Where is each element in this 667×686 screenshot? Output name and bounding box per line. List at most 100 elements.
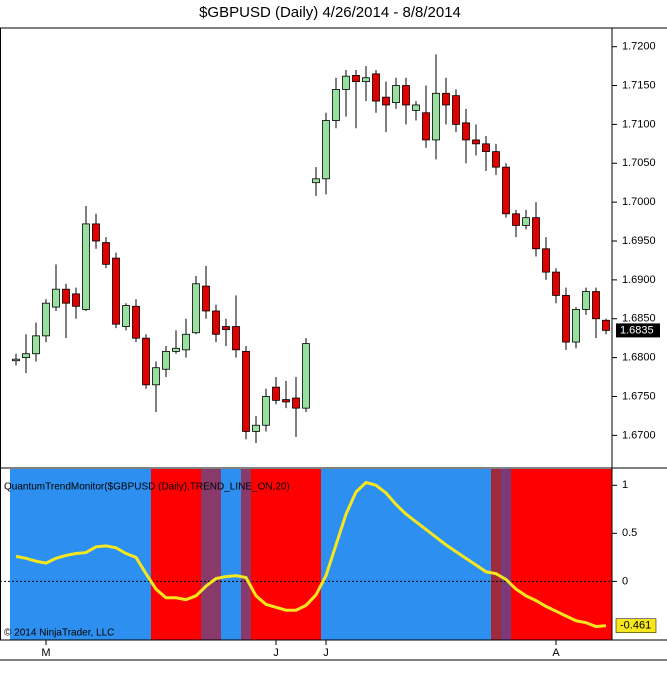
trend-zone xyxy=(161,469,171,640)
candle-body xyxy=(582,291,590,310)
candle-body xyxy=(382,96,390,106)
candle-body xyxy=(172,347,180,352)
trend-zone xyxy=(431,469,441,640)
candle-body xyxy=(492,151,500,168)
y-tick-label: 1.7000 xyxy=(622,196,656,208)
trend-zone xyxy=(471,469,481,640)
last-value-label: -0.461 xyxy=(620,620,651,632)
trend-zone xyxy=(21,469,31,640)
last-value-tag xyxy=(615,618,657,633)
candle-body xyxy=(212,310,220,335)
candle-body xyxy=(392,85,400,104)
trend-zone xyxy=(571,469,581,640)
trend-zone xyxy=(281,469,291,640)
trend-zone xyxy=(381,469,391,640)
trend-zone xyxy=(141,469,151,640)
y-tick-label: 1.6900 xyxy=(622,274,656,286)
trend-zone xyxy=(171,469,181,640)
candle-body xyxy=(42,302,50,337)
candle-body xyxy=(322,120,330,180)
trend-zone xyxy=(491,469,501,640)
candle-body xyxy=(222,326,230,331)
trend-zone xyxy=(421,469,431,640)
trend-zone xyxy=(271,469,281,640)
trend-zone xyxy=(441,469,451,640)
candle-body xyxy=(82,223,90,310)
candle-body xyxy=(422,112,430,141)
candle-body xyxy=(402,85,410,106)
y-tick-label: 1.6700 xyxy=(622,429,656,441)
candle-body xyxy=(432,92,440,141)
trend-zone xyxy=(181,469,191,640)
trend-zone xyxy=(301,469,311,640)
y-tick-label: 1.6800 xyxy=(622,352,656,364)
candle-body xyxy=(312,178,320,184)
trend-zone xyxy=(351,469,361,640)
y-tick-label: 1.6950 xyxy=(622,235,656,247)
candle-body xyxy=(412,104,420,111)
trend-zone xyxy=(601,469,612,640)
trend-zone xyxy=(251,469,261,640)
candle-body xyxy=(22,353,30,359)
candle-body xyxy=(102,242,110,265)
candle-body xyxy=(202,285,210,312)
indicator-panel xyxy=(0,469,612,640)
trend-zone xyxy=(401,469,411,640)
candle-body xyxy=(552,271,560,296)
candle-body xyxy=(502,166,510,215)
trend-zone xyxy=(131,469,141,640)
last-price-label: 1.6835 xyxy=(620,324,654,336)
candle-body xyxy=(352,75,360,83)
trend-zone xyxy=(291,469,301,640)
trend-zone xyxy=(541,469,551,640)
x-tick-label: J xyxy=(323,647,329,659)
candle-body xyxy=(162,350,170,370)
y-tick-label: 1 xyxy=(622,479,628,491)
candle-body xyxy=(152,367,160,386)
trend-zone xyxy=(501,469,511,640)
y-tick-label: 0.5 xyxy=(622,527,637,539)
trend-zone xyxy=(331,469,341,640)
trend-zone xyxy=(451,469,461,640)
candle-body xyxy=(62,288,70,304)
candle-body xyxy=(482,143,490,153)
candle-body xyxy=(372,73,380,102)
trend-zone xyxy=(31,469,41,640)
chart-title: $GBPUSD (Daily) 4/26/2014 - 8/8/2014 xyxy=(199,4,461,21)
candle-body xyxy=(532,217,540,250)
trend-zone xyxy=(591,469,601,640)
trend-zone xyxy=(151,469,161,640)
candle-body xyxy=(112,257,120,325)
trend-zone xyxy=(261,469,271,640)
trend-zone xyxy=(531,469,541,640)
x-tick-label: J xyxy=(273,647,279,659)
candle-body xyxy=(252,424,260,432)
x-tick-label: M xyxy=(41,647,50,659)
candle-body xyxy=(182,333,190,351)
candle-body xyxy=(442,92,450,106)
candle-body xyxy=(572,309,580,343)
candle-body xyxy=(242,350,250,432)
trend-zone xyxy=(481,469,491,640)
trend-zone xyxy=(341,469,351,640)
trend-zone xyxy=(311,469,321,640)
y-tick-label: 0 xyxy=(622,575,628,587)
trend-zone xyxy=(581,469,591,640)
trend-zone xyxy=(51,469,61,640)
trend-zone xyxy=(321,469,331,640)
candle-body xyxy=(122,305,130,327)
trend-zone xyxy=(511,469,521,640)
trend-zone xyxy=(561,469,571,640)
candle-body xyxy=(302,343,310,409)
candle-body xyxy=(512,213,520,226)
y-tick-label: 1.6850 xyxy=(622,313,656,325)
candle-body xyxy=(52,288,60,308)
trend-zone xyxy=(231,469,241,640)
candle-body xyxy=(592,291,600,320)
candle-body xyxy=(292,397,300,409)
candle-body xyxy=(562,295,570,343)
candle-body xyxy=(342,75,350,90)
trend-zone xyxy=(551,469,561,640)
copyright: © 2014 NinjaTrader, LLC xyxy=(4,628,114,639)
